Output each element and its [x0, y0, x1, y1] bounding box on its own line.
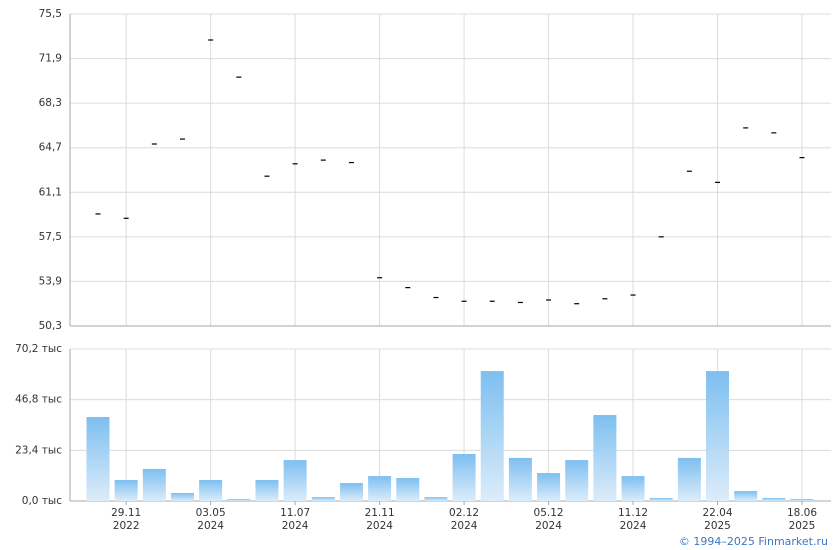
- x-tick-label: 18.06: [787, 507, 817, 519]
- x-tick-label: 11.12: [618, 507, 648, 519]
- volume-bar: [621, 476, 645, 501]
- volume-bar: [762, 497, 786, 501]
- volume-bar: [368, 476, 392, 501]
- x-tick-label: 11.07: [280, 507, 310, 519]
- volume-bar: [283, 460, 307, 501]
- x-tick-label: 02.12: [449, 507, 479, 519]
- volume-bar: [734, 491, 758, 501]
- x-tick-label: 2025: [789, 520, 816, 532]
- volume-bar: [424, 497, 448, 501]
- x-tick-label: 2022: [113, 520, 140, 532]
- x-tick-label: 2024: [282, 520, 309, 532]
- volume-bar: [396, 478, 420, 501]
- x-tick-label: 29.11: [111, 507, 141, 519]
- volume-bar: [452, 454, 476, 501]
- y-tick-label: 46,8 тыс: [15, 394, 62, 406]
- volume-bar: [537, 473, 561, 501]
- y-tick-label: 64,7: [39, 142, 62, 154]
- volume-bar: [227, 499, 251, 501]
- y-tick-label: 75,5: [39, 8, 62, 20]
- x-tick-label: 2024: [620, 520, 647, 532]
- volume-bar: [593, 415, 617, 501]
- x-tick-label: 05.12: [534, 507, 564, 519]
- y-tick-label: 57,5: [39, 231, 62, 243]
- volume-bar: [311, 497, 335, 501]
- copyright-link[interactable]: © 1994–2025 Finmarket.ru: [678, 535, 828, 548]
- volume-bar: [706, 371, 730, 501]
- y-tick-label: 68,3: [39, 97, 62, 109]
- x-tick-label: 2024: [197, 520, 224, 532]
- y-tick-label: 0,0 тыс: [22, 495, 62, 507]
- y-tick-label: 71,9: [39, 53, 62, 65]
- volume-bar: [255, 479, 279, 501]
- x-tick-label: 21.11: [365, 507, 395, 519]
- x-tick-label: 03.05: [196, 507, 226, 519]
- x-tick-label: 2025: [704, 520, 731, 532]
- volume-bar: [480, 371, 504, 501]
- volume-bar: [649, 497, 673, 501]
- x-tick-label: 2024: [535, 520, 562, 532]
- x-tick-label: 2024: [451, 520, 478, 532]
- volume-bar: [790, 499, 814, 501]
- volume-bar: [565, 460, 589, 501]
- y-tick-label: 23,4 тыс: [15, 444, 62, 456]
- volume-bar: [86, 416, 110, 501]
- y-tick-label: 61,1: [39, 186, 62, 198]
- volume-bar: [170, 492, 194, 501]
- volume-bar: [508, 457, 532, 501]
- volume-bar: [114, 479, 138, 501]
- y-tick-label: 70,2 тыс: [15, 343, 62, 355]
- volume-bar: [339, 483, 363, 501]
- y-tick-label: 50,3: [39, 320, 62, 332]
- x-tick-label: 22.04: [702, 507, 732, 519]
- y-tick-label: 53,9: [39, 275, 62, 287]
- volume-bar: [142, 468, 166, 501]
- volume-bar: [677, 457, 701, 501]
- volume-bar: [199, 479, 223, 501]
- x-tick-label: 2024: [366, 520, 393, 532]
